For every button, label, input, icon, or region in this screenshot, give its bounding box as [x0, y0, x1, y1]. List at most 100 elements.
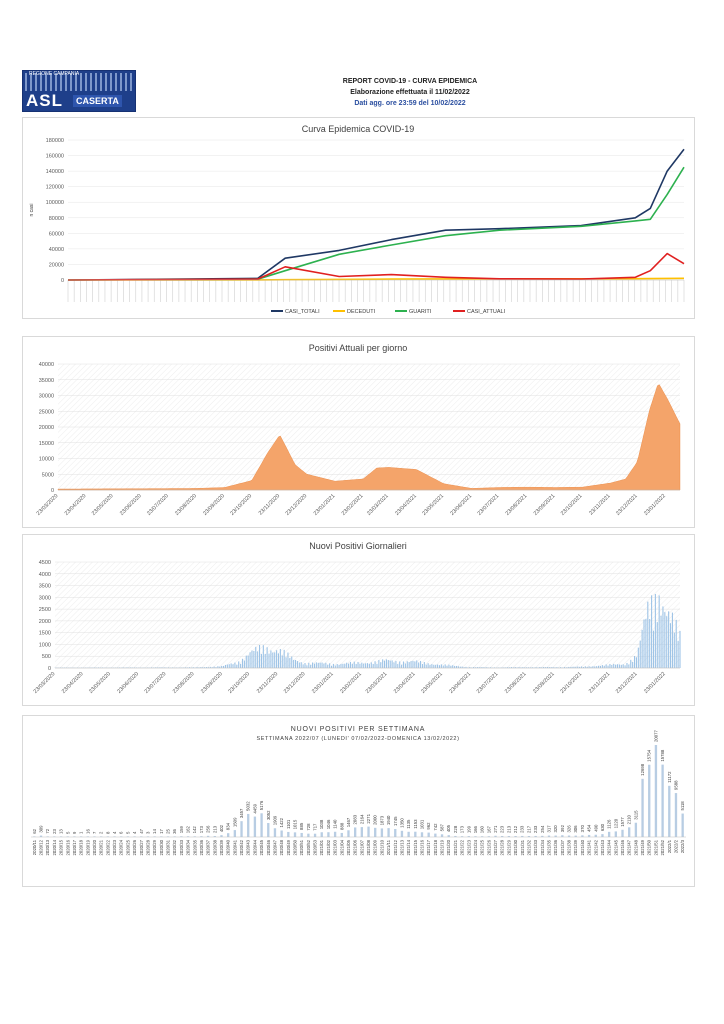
weekly-data-label: 1577 [620, 817, 625, 827]
weekly-data-label: 5 [125, 831, 130, 834]
weekly-data-label: 1046 [326, 819, 331, 829]
weekly-data-label: 402 [219, 824, 224, 832]
y-tick-label: 180000 [46, 138, 64, 144]
weekly-category-label: 2020/53 [313, 839, 318, 855]
weekly-category-label: 2020/27 [139, 839, 144, 855]
weekly-data-label: 142 [192, 826, 197, 834]
x-tick-label: 23/02/2021 [339, 671, 363, 695]
weekly-data-label: 11172 [667, 771, 672, 783]
weekly-category-label: 2021/29 [506, 839, 511, 855]
report-data-updated: Dati agg. ore 23:59 del 10/02/2022 [354, 100, 466, 107]
weekly-data-label: 587 [440, 824, 445, 832]
y-tick-label: 15000 [39, 441, 54, 447]
weekly-data-label: 173 [460, 825, 465, 833]
x-tick-label: 23/04/2020 [61, 671, 85, 695]
y-tick-label: 1500 [39, 631, 51, 637]
weekly-category-label: 2020/22 [105, 839, 110, 855]
weekly-category-label: 2020/36 [199, 839, 204, 855]
series-line-casi_totali [67, 148, 685, 281]
y-tick-label: 140000 [46, 169, 64, 175]
x-tick-label: 23/10/2020 [227, 671, 251, 695]
weekly-category-label: 2020/46 [266, 839, 271, 855]
chart-title: Curva Epidemica COVID-19 [302, 124, 415, 134]
y-tick-label: 5000 [42, 472, 54, 478]
weekly-data-label: 3052 [266, 810, 271, 820]
weekly-category-label: 2020/47 [272, 839, 277, 855]
x-tick-label: 23/05/2020 [88, 671, 112, 695]
weekly-data-label: 162 [186, 825, 191, 833]
weekly-data-label: 1031 [419, 819, 424, 829]
weekly-data-label: 1467 [346, 817, 351, 827]
weekly-data-label: 1135 [406, 819, 411, 829]
weekly-data-label: 742 [433, 823, 438, 831]
weekly-category-label: 2021/04 [339, 839, 344, 855]
weekly-data-label: 1220 [613, 818, 618, 828]
weekly-data-label: 5 [65, 831, 70, 834]
weekly-data-label: 25 [166, 828, 171, 833]
weekly-category-label: 2021/20 [446, 839, 451, 855]
x-tick-label: 23/08/2021 [505, 493, 529, 517]
weekly-data-label: 36 [172, 828, 177, 833]
weekly-category-label: 2021/32 [526, 839, 531, 855]
weekly-category-label: 2020/16 [65, 839, 70, 855]
weekly-category-label: 2021/02 [326, 839, 331, 855]
y-tick-label: 35000 [39, 378, 54, 384]
weekly-data-label: 1 [79, 831, 84, 834]
weekly-category-label: 2020/33 [179, 839, 184, 855]
weekly-category-label: 2021/28 [500, 839, 505, 855]
weekly-data-label: 4459 [252, 803, 257, 813]
weekly-data-label: 392 [560, 824, 565, 832]
weekly-data-label: 6 [119, 831, 124, 834]
y-tick-label: 60000 [49, 231, 64, 237]
weekly-category-label: 2020/21 [99, 839, 104, 855]
weekly-data-label: 167 [486, 825, 491, 833]
x-tick-label: 23/12/2021 [615, 493, 639, 517]
weekly-data-label: 5118 [680, 801, 685, 811]
weekly-data-label: 72 [45, 828, 50, 833]
weekly-category-label: 2020/26 [132, 839, 137, 855]
weekly-data-label: 1422 [279, 817, 284, 827]
weekly-category-label: 2020/51 [299, 839, 304, 855]
weekly-data-label: 4 [132, 831, 137, 834]
weekly-data-label: 223 [500, 825, 505, 833]
weekly-category-label: 2020/12 [39, 839, 44, 855]
weekly-category-label: 2020/38 [212, 839, 217, 855]
weekly-category-label: 2021/37 [560, 839, 565, 855]
weekly-category-label: 2021/52 [660, 839, 665, 855]
y-tick-label: 100000 [46, 200, 64, 206]
y-tick-label: 2000 [39, 619, 51, 625]
x-tick-label: 23/11/2021 [588, 671, 611, 694]
weekly-category-label: 2020/24 [119, 839, 124, 855]
weekly-data-label: 885 [299, 822, 304, 830]
report-elaboration-date: Elaborazione effettuata il 11/02/2022 [350, 89, 470, 96]
x-tick-label: 23/11/2020 [258, 493, 281, 516]
weekly-category-label: 2021/07 [359, 839, 364, 855]
weekly-data-label: 1509 [232, 817, 237, 827]
x-tick-label: 23/12/2021 [615, 671, 639, 695]
epidemic-curve-chart: Curva Epidemica COVID-19 n casi 0 20000 4000… [29, 124, 685, 315]
x-tick-label: 23/07/2021 [476, 671, 500, 695]
weekly-category-label: 2021/40 [580, 839, 585, 855]
x-tick-label: 23/09/2021 [532, 671, 556, 695]
weekly-category-label: 2020/49 [286, 839, 291, 855]
x-tick-label: 23/01/2022 [643, 493, 667, 517]
weekly-category-label: 2020/34 [186, 839, 191, 855]
weekly-data-label: 228 [453, 825, 458, 833]
weekly-data-label: 3 [145, 831, 150, 834]
weekly-data-label: 233 [520, 825, 525, 833]
weekly-category-label: 2022/2 [673, 839, 678, 853]
weekly-category-label: 2021/06 [353, 839, 358, 855]
weekly-category-label: 2021/48 [633, 839, 638, 855]
x-tick-label: 23/11/2021 [588, 493, 611, 516]
building-image [25, 73, 133, 91]
weekly-data-label: 454 [587, 824, 592, 832]
weekly-category-label: 2021/35 [546, 839, 551, 855]
weekly-data-label: 217 [526, 825, 531, 833]
chart-title: Nuovi Positivi Giornalieri [309, 541, 407, 551]
weekly-data-label: 1873 [379, 815, 384, 825]
weekly-data-label: 17 [159, 829, 164, 834]
weekly-data-label: 1015 [293, 819, 298, 829]
weekly-category-label: 2021/11 [386, 839, 391, 855]
weekly-category-label: 2021/31 [520, 839, 525, 855]
y-tick-label: 40000 [49, 247, 64, 253]
